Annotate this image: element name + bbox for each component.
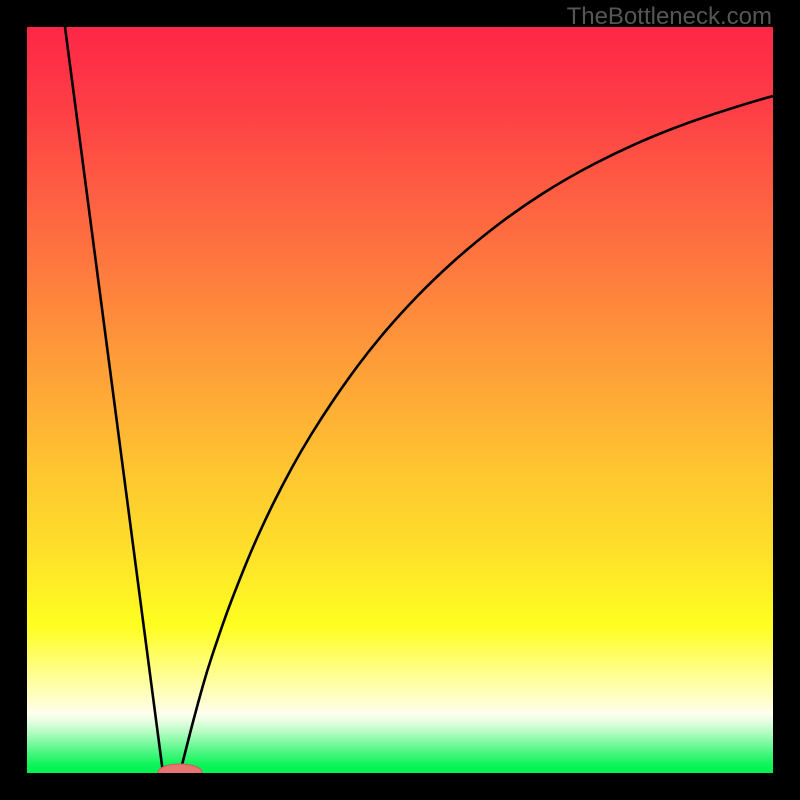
- chart-container: TheBottleneck.com: [0, 0, 800, 800]
- bottleneck-curve: [65, 27, 773, 773]
- watermark-text: TheBottleneck.com: [567, 3, 772, 31]
- curve-layer: [27, 27, 773, 773]
- marker-ellipse: [158, 764, 202, 773]
- vertex-marker: [156, 762, 204, 773]
- plot-area: [27, 27, 773, 773]
